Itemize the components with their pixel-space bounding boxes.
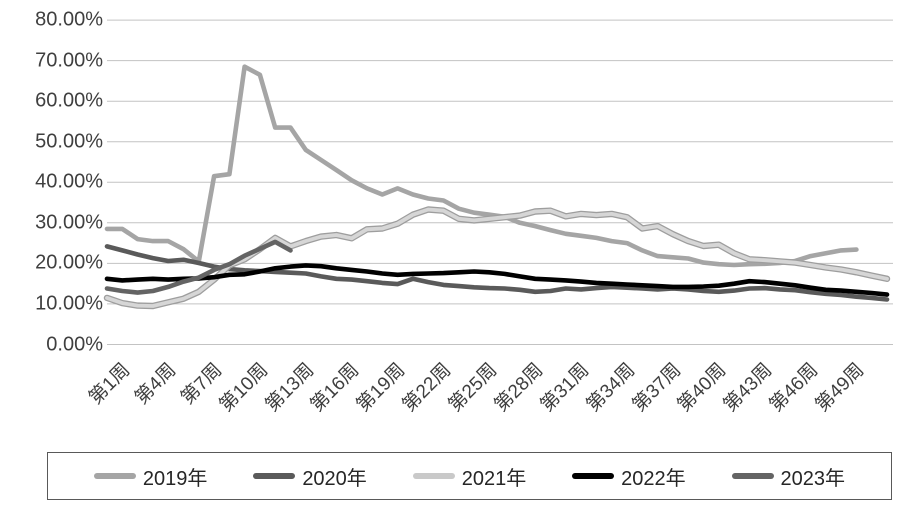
legend-label-2022: 2022年 — [621, 467, 686, 490]
series-line-2020年 — [104, 244, 890, 302]
legend: 2019年 2020年 2021年 2022年 2023年 — [47, 452, 892, 500]
legend-swatch-2021 — [412, 473, 455, 479]
legend-label-2023: 2023年 — [780, 467, 846, 490]
y-tick-label: 40.00% — [35, 170, 103, 193]
y-tick-label: 80.00% — [35, 8, 103, 31]
legend-swatch-2019 — [93, 473, 136, 479]
legend-label-2020: 2020年 — [302, 467, 367, 490]
legend-swatch-2023 — [731, 473, 774, 479]
legend-item-2019: 2019年 — [93, 462, 208, 491]
y-tick-label: 20.00% — [35, 251, 103, 274]
legend-label-2019: 2019年 — [142, 467, 208, 490]
legend-swatch-2022 — [572, 473, 615, 479]
series-line-2022年 — [104, 263, 890, 297]
y-tick-label: 0.00% — [46, 333, 103, 355]
y-tick-label: 60.00% — [35, 89, 103, 112]
series-line-2023年 — [104, 239, 293, 295]
legend-item-2022: 2022年 — [572, 462, 686, 491]
y-tick-label: 30.00% — [35, 211, 103, 234]
y-tick-label: 70.00% — [35, 49, 103, 72]
legend-item-2023: 2023年 — [731, 462, 846, 491]
legend-swatch-2020 — [253, 473, 296, 479]
y-tick-label: 50.00% — [35, 130, 103, 153]
y-tick-label: 10.00% — [35, 292, 103, 315]
series-line-2019年 — [104, 64, 859, 268]
legend-item-2021: 2021年 — [412, 462, 527, 491]
legend-item-2020: 2020年 — [253, 462, 367, 491]
series-line-2021年 — [103, 206, 891, 310]
legend-label-2021: 2021年 — [461, 467, 527, 490]
